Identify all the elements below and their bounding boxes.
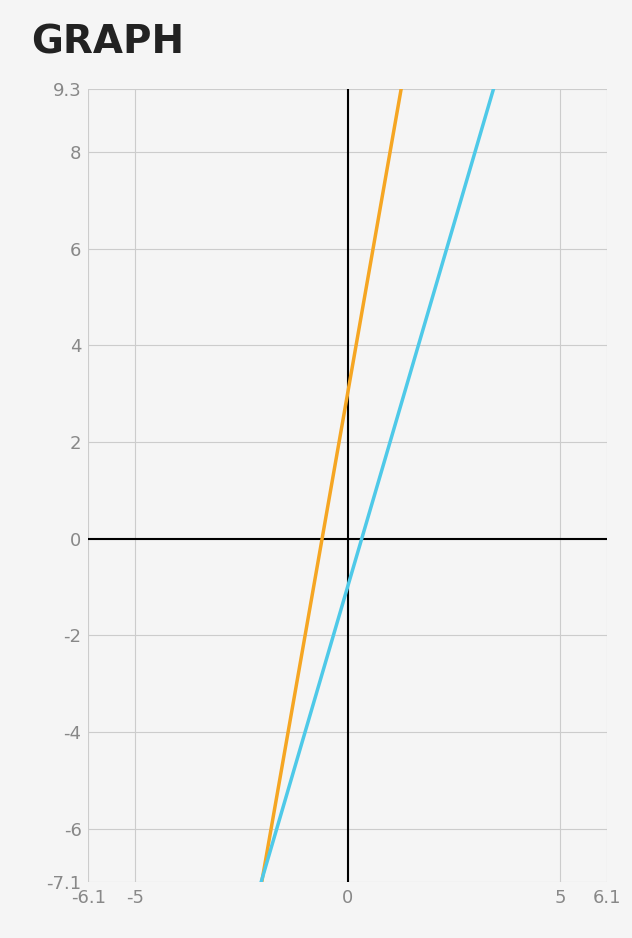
Text: GRAPH: GRAPH xyxy=(32,23,185,62)
